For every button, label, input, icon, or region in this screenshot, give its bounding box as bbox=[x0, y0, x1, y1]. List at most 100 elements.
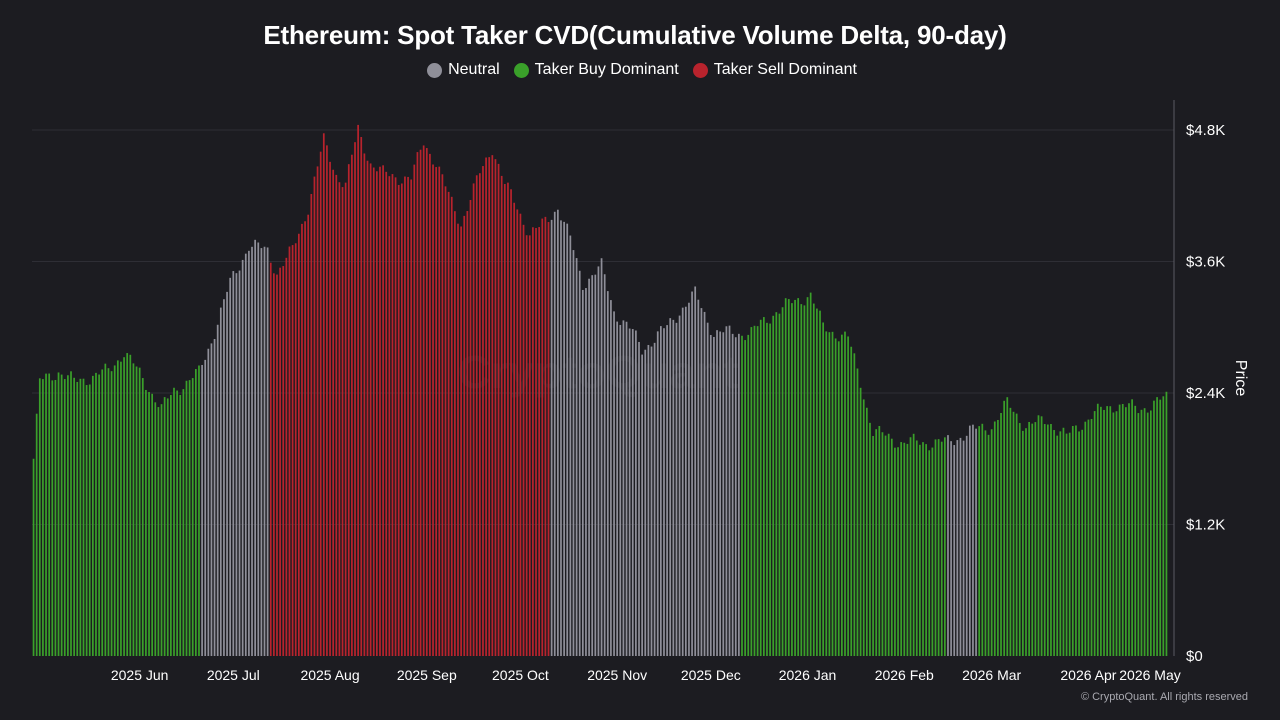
legend-item-sell[interactable]: Taker Sell Dominant bbox=[692, 61, 857, 79]
price-bar bbox=[160, 404, 163, 656]
price-bar bbox=[491, 155, 494, 656]
price-bar bbox=[912, 433, 915, 656]
price-bar bbox=[132, 363, 135, 656]
price-bar bbox=[307, 214, 310, 656]
price-bar bbox=[987, 434, 990, 656]
grid-layer bbox=[32, 129, 1174, 525]
price-bar bbox=[1146, 412, 1149, 656]
price-bar bbox=[831, 331, 834, 656]
price-bar bbox=[890, 438, 893, 656]
price-bar bbox=[266, 247, 269, 656]
price-bar bbox=[85, 385, 88, 656]
price-bar bbox=[778, 313, 781, 656]
price-bar bbox=[185, 380, 188, 656]
y-tick-label: $3.6K bbox=[1186, 254, 1225, 271]
price-bar bbox=[285, 257, 288, 656]
price-bar bbox=[1046, 424, 1049, 656]
price-bar bbox=[850, 346, 853, 656]
y-axis-title: Price bbox=[1232, 360, 1249, 397]
price-bar bbox=[959, 437, 962, 656]
price-bar bbox=[653, 342, 656, 656]
y-tick-label: $0 bbox=[1186, 648, 1203, 665]
price-bar bbox=[588, 278, 590, 656]
price-bar bbox=[326, 145, 328, 656]
price-bar bbox=[173, 387, 175, 656]
price-bar bbox=[419, 149, 422, 656]
price-bar bbox=[120, 361, 122, 656]
price-bar bbox=[809, 292, 812, 656]
price-bar bbox=[291, 245, 294, 656]
price-bar bbox=[301, 223, 303, 656]
price-bar bbox=[126, 353, 129, 656]
price-bar bbox=[123, 357, 125, 656]
price-bar bbox=[541, 218, 544, 656]
legend-item-buy[interactable]: Taker Buy Dominant bbox=[513, 61, 679, 79]
price-bar bbox=[1121, 404, 1124, 656]
price-bar bbox=[170, 395, 172, 656]
price-bar bbox=[407, 176, 409, 656]
price-bar bbox=[248, 250, 250, 656]
price-bar bbox=[404, 176, 406, 656]
bar-layer bbox=[32, 124, 1168, 657]
price-bar bbox=[372, 167, 375, 656]
price-bar bbox=[622, 320, 625, 656]
price-bar bbox=[450, 196, 453, 656]
x-tick-label: 2026 Jan bbox=[779, 667, 837, 683]
price-bar bbox=[354, 142, 356, 657]
price-bar bbox=[98, 374, 100, 656]
price-bar bbox=[1087, 419, 1090, 656]
price-bar bbox=[672, 319, 675, 656]
legend-dot-sell bbox=[692, 62, 708, 78]
price-bar bbox=[297, 233, 300, 656]
price-bar bbox=[472, 183, 475, 657]
price-bar bbox=[594, 274, 597, 656]
price-bar bbox=[73, 377, 75, 656]
price-bar bbox=[1093, 411, 1096, 656]
price-bar bbox=[1022, 430, 1024, 656]
price-bar bbox=[391, 174, 394, 656]
price-bar bbox=[204, 359, 207, 656]
price-bar bbox=[563, 221, 565, 657]
price-bar bbox=[1009, 407, 1012, 656]
price-bar bbox=[990, 429, 993, 656]
price-bar bbox=[507, 182, 509, 656]
price-bar bbox=[660, 326, 662, 656]
price-bar bbox=[1000, 412, 1002, 656]
price-bar bbox=[591, 275, 594, 656]
price-bar bbox=[762, 317, 765, 656]
price-bar bbox=[585, 288, 587, 656]
price-bar bbox=[519, 213, 522, 656]
price-bar bbox=[812, 303, 815, 656]
price-bar bbox=[787, 299, 790, 656]
price-bar bbox=[972, 424, 974, 656]
legend-item-neutral[interactable]: Neutral bbox=[427, 61, 500, 79]
price-bar bbox=[516, 209, 519, 656]
price-bar bbox=[775, 312, 778, 656]
price-bar bbox=[862, 399, 865, 656]
price-bar bbox=[148, 392, 150, 656]
price-bar bbox=[38, 378, 41, 656]
price-bar bbox=[1159, 399, 1162, 656]
price-bar bbox=[603, 274, 606, 656]
price-bar bbox=[376, 171, 378, 656]
price-bar bbox=[257, 242, 260, 656]
price-bar bbox=[984, 430, 987, 656]
price-bar bbox=[619, 324, 622, 656]
price-bar bbox=[1109, 406, 1112, 656]
price-bar bbox=[454, 211, 456, 656]
price-bar bbox=[210, 343, 213, 656]
price-bar bbox=[1075, 425, 1077, 656]
price-bar bbox=[475, 175, 478, 657]
price-bar bbox=[60, 374, 63, 656]
price-bar bbox=[494, 159, 497, 656]
price-bar bbox=[425, 148, 428, 656]
x-tick-label: 2025 Jul bbox=[207, 667, 260, 683]
price-bar bbox=[1034, 422, 1037, 656]
price-bar bbox=[631, 329, 634, 656]
price-bar bbox=[385, 171, 388, 656]
price-bar bbox=[435, 167, 438, 657]
price-bar bbox=[466, 211, 469, 656]
price-bar bbox=[872, 435, 874, 656]
price-bar bbox=[1068, 432, 1071, 656]
